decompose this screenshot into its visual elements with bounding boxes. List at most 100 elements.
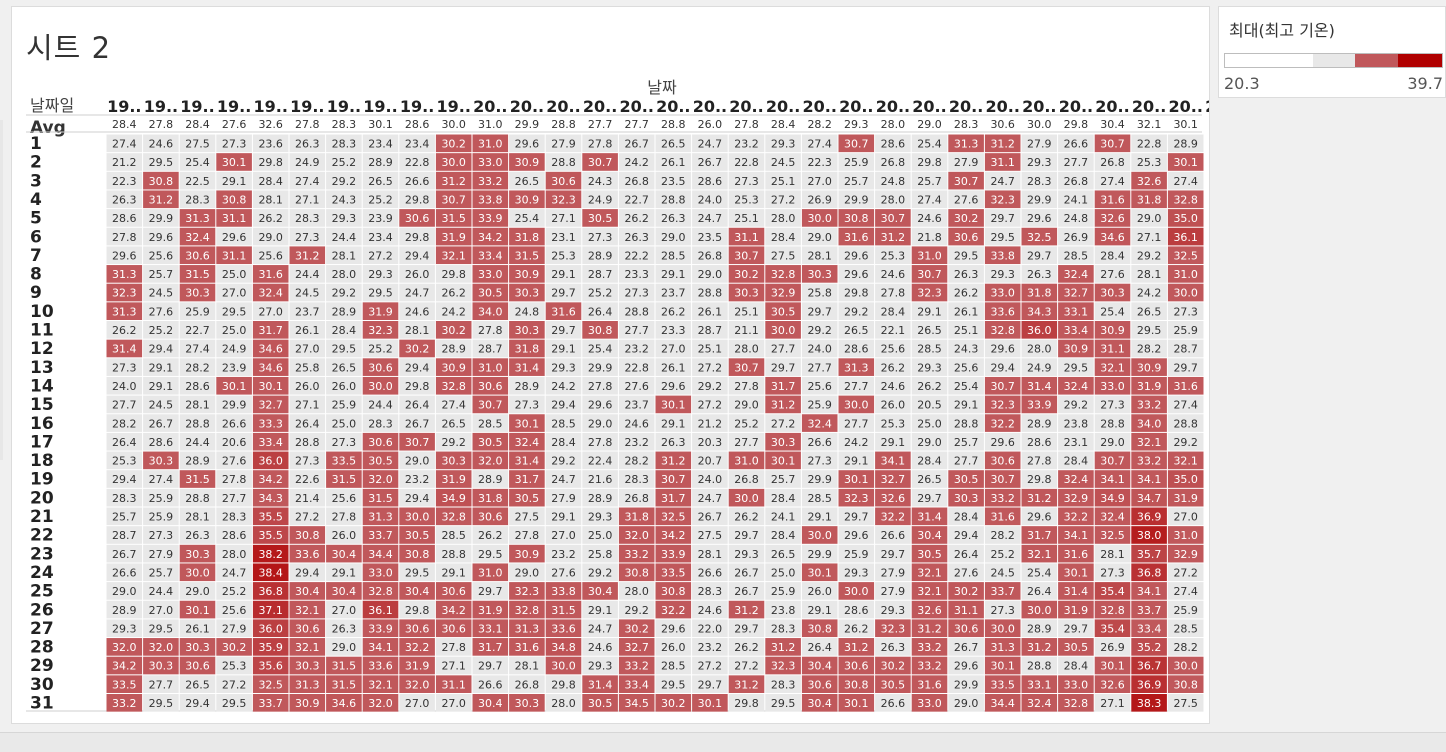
heatmap-cell[interactable] bbox=[545, 488, 582, 507]
heatmap-cell[interactable] bbox=[509, 470, 545, 488]
heatmap-cell[interactable] bbox=[545, 339, 582, 358]
heatmap-cell[interactable] bbox=[582, 134, 618, 153]
heatmap-cell[interactable] bbox=[984, 321, 1021, 339]
heatmap-cell[interactable] bbox=[362, 265, 399, 283]
heatmap-cell[interactable] bbox=[875, 339, 911, 358]
heatmap-cell[interactable] bbox=[326, 451, 362, 470]
heatmap-cell[interactable] bbox=[472, 283, 509, 302]
heatmap-cell[interactable] bbox=[618, 507, 655, 526]
heatmap-cell[interactable] bbox=[216, 600, 252, 619]
heatmap-cell[interactable] bbox=[1021, 246, 1058, 265]
heatmap-cell[interactable] bbox=[252, 134, 289, 153]
heatmap-cell[interactable] bbox=[252, 600, 289, 619]
heatmap-cell[interactable] bbox=[1094, 302, 1131, 320]
heatmap-cell[interactable] bbox=[948, 395, 984, 414]
heatmap-cell[interactable] bbox=[618, 134, 655, 153]
heatmap-cell[interactable] bbox=[582, 153, 618, 171]
heatmap-cell[interactable] bbox=[509, 339, 545, 358]
heatmap-cell[interactable] bbox=[911, 432, 948, 451]
heatmap-cell[interactable] bbox=[179, 265, 216, 283]
heatmap-cell[interactable] bbox=[911, 153, 948, 171]
heatmap-cell[interactable] bbox=[911, 507, 948, 526]
heatmap-cell[interactable] bbox=[216, 358, 252, 376]
heatmap-cell[interactable] bbox=[472, 153, 509, 171]
heatmap-cell[interactable] bbox=[362, 395, 399, 414]
heatmap-cell[interactable] bbox=[106, 451, 143, 470]
heatmap-cell[interactable] bbox=[289, 283, 326, 302]
heatmap-cell[interactable] bbox=[143, 171, 179, 190]
heatmap-cell[interactable] bbox=[765, 507, 801, 526]
heatmap-cell[interactable] bbox=[911, 563, 948, 582]
heatmap-cell[interactable] bbox=[948, 321, 984, 339]
heatmap-cell[interactable] bbox=[179, 134, 216, 153]
heatmap-cell[interactable] bbox=[545, 358, 582, 376]
heatmap-cell[interactable] bbox=[435, 451, 472, 470]
heatmap-cell[interactable] bbox=[1094, 507, 1131, 526]
heatmap-cell[interactable] bbox=[289, 395, 326, 414]
heatmap-cell[interactable] bbox=[472, 227, 509, 246]
heatmap-cell[interactable] bbox=[655, 171, 692, 190]
heatmap-cell[interactable] bbox=[618, 376, 655, 395]
heatmap-cell[interactable] bbox=[875, 395, 911, 414]
heatmap-cell[interactable] bbox=[1058, 209, 1094, 227]
heatmap-cell[interactable] bbox=[216, 544, 252, 563]
heatmap-cell[interactable] bbox=[655, 395, 692, 414]
heatmap-cell[interactable] bbox=[765, 582, 801, 600]
heatmap-cell[interactable] bbox=[179, 544, 216, 563]
heatmap-cell[interactable] bbox=[106, 395, 143, 414]
heatmap-cell[interactable] bbox=[509, 171, 545, 190]
heatmap-cell[interactable] bbox=[984, 600, 1021, 619]
heatmap-cell[interactable] bbox=[582, 563, 618, 582]
heatmap-cell[interactable] bbox=[984, 302, 1021, 320]
heatmap-cell[interactable] bbox=[216, 619, 252, 638]
heatmap-cell[interactable] bbox=[545, 134, 582, 153]
heatmap-cell[interactable] bbox=[838, 153, 875, 171]
heatmap-cell[interactable] bbox=[326, 395, 362, 414]
heatmap-cell[interactable] bbox=[1167, 432, 1204, 451]
heatmap-cell[interactable] bbox=[252, 246, 289, 265]
heatmap-cell[interactable] bbox=[252, 451, 289, 470]
heatmap-cell[interactable] bbox=[1094, 171, 1131, 190]
heatmap-cell[interactable] bbox=[655, 227, 692, 246]
heatmap-cell[interactable] bbox=[143, 544, 179, 563]
heatmap-cell[interactable] bbox=[179, 526, 216, 544]
heatmap-cell[interactable] bbox=[216, 656, 252, 675]
heatmap-cell[interactable] bbox=[326, 134, 362, 153]
heatmap-cell[interactable] bbox=[655, 321, 692, 339]
column-label[interactable]: 20.. bbox=[583, 97, 617, 116]
heatmap-cell[interactable] bbox=[216, 190, 252, 209]
heatmap-cell[interactable] bbox=[289, 656, 326, 675]
heatmap-cell[interactable] bbox=[948, 376, 984, 395]
heatmap-cell[interactable] bbox=[875, 582, 911, 600]
heatmap-cell[interactable] bbox=[911, 209, 948, 227]
heatmap-cell[interactable] bbox=[106, 582, 143, 600]
heatmap-cell[interactable] bbox=[509, 638, 545, 656]
heatmap-cell[interactable] bbox=[216, 451, 252, 470]
heatmap-cell[interactable] bbox=[289, 302, 326, 320]
heatmap-cell[interactable] bbox=[655, 507, 692, 526]
heatmap-cell[interactable] bbox=[326, 414, 362, 432]
heatmap-cell[interactable] bbox=[326, 376, 362, 395]
heatmap-cell[interactable] bbox=[435, 227, 472, 246]
heatmap-cell[interactable] bbox=[289, 582, 326, 600]
heatmap-cell[interactable] bbox=[838, 488, 875, 507]
heatmap-cell[interactable] bbox=[1131, 134, 1167, 153]
heatmap-cell[interactable] bbox=[655, 376, 692, 395]
heatmap-cell[interactable] bbox=[326, 582, 362, 600]
heatmap-cell[interactable] bbox=[326, 619, 362, 638]
heatmap-cell[interactable] bbox=[106, 507, 143, 526]
heatmap-cell[interactable] bbox=[399, 246, 435, 265]
heatmap-cell[interactable] bbox=[472, 190, 509, 209]
heatmap-cell[interactable] bbox=[289, 358, 326, 376]
heatmap-cell[interactable] bbox=[435, 376, 472, 395]
heatmap-cell[interactable] bbox=[582, 321, 618, 339]
heatmap-cell[interactable] bbox=[692, 470, 728, 488]
heatmap-cell[interactable] bbox=[399, 339, 435, 358]
heatmap-cell[interactable] bbox=[289, 171, 326, 190]
heatmap-cell[interactable] bbox=[545, 600, 582, 619]
heatmap-cell[interactable] bbox=[143, 526, 179, 544]
heatmap-cell[interactable] bbox=[216, 376, 252, 395]
heatmap-cell[interactable] bbox=[692, 488, 728, 507]
heatmap-cell[interactable] bbox=[948, 638, 984, 656]
heatmap-cell[interactable] bbox=[582, 526, 618, 544]
